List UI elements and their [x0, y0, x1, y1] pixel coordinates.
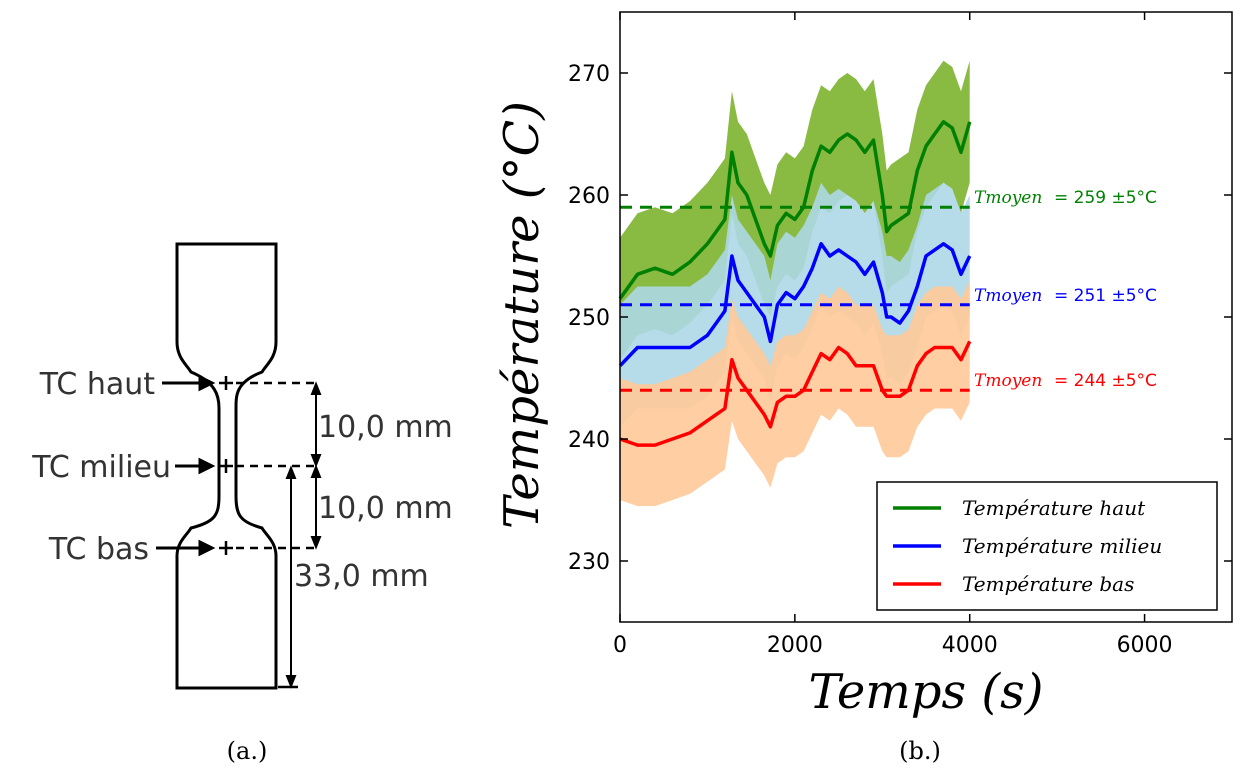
tc-bas-label: TC bas — [48, 532, 149, 567]
axis-ticks: 0 2000 4000 6000 230 240 250 260 270 — [568, 12, 1232, 658]
mean-label-prefix-0: Tmoyen — [974, 188, 1042, 208]
dimension-label-upper: 10,0 mm — [318, 410, 453, 445]
tc-milieu-label: TC milieu — [31, 450, 171, 485]
mean-label-prefix-2: Tmoyen — [974, 371, 1042, 391]
dimension-label-middle: 10,0 mm — [318, 491, 453, 526]
series-line-2 — [619, 340, 972, 447]
legend-label-0: Température haut — [962, 496, 1146, 520]
series-line-0 — [618, 120, 972, 300]
tc-haut-label: TC haut — [39, 367, 155, 402]
y-axis-label: Température (°C) — [494, 101, 550, 529]
caption-a: (a.) — [227, 737, 268, 765]
mean-label-value-1: = 251 ±5°C — [1054, 286, 1157, 306]
y-tick-label-4: 270 — [568, 62, 610, 87]
specimen-diagram: TC haut TC milieu TC bas 10,0 mm 10,0 mm… — [31, 242, 453, 765]
series-lines — [618, 120, 972, 447]
dimension-arrows — [278, 381, 322, 689]
x-tick-label-3: 6000 — [1117, 633, 1173, 658]
band-2 — [620, 280, 970, 507]
x-tick-label-1: 2000 — [767, 633, 823, 658]
y-tick-label-0: 230 — [568, 550, 610, 575]
legend: Température haut Température milieu Tempér… — [876, 481, 1218, 611]
measurement-crosses — [219, 376, 233, 555]
series-line-1 — [618, 242, 972, 368]
y-tick-label-2: 250 — [568, 306, 610, 331]
y-tick-label-3: 260 — [568, 184, 610, 209]
std-bands — [620, 60, 970, 507]
y-tick-label-1: 240 — [568, 428, 610, 453]
mean-label-value-0: = 259 ±5°C — [1054, 188, 1157, 208]
mean-label-value-2: = 244 ±5°C — [1054, 371, 1157, 391]
legend-label-2: Température bas — [962, 572, 1134, 596]
thermocouple-arrows — [156, 374, 216, 557]
dashed-lines — [236, 381, 320, 550]
mean-labels: Tmoyen = 259 ±5°C Tmoyen = 251 ±5°C Tmoyen… — [974, 188, 1157, 391]
x-tick-label-0: 0 — [613, 633, 627, 658]
svg-text:Température (°C): Température (°C) — [494, 101, 550, 529]
x-tick-label-2: 4000 — [942, 633, 998, 658]
x-axis-label: Temps (s) — [809, 664, 1044, 720]
caption-b: (b.) — [899, 737, 941, 765]
legend-label-1: Température milieu — [962, 534, 1162, 558]
mean-label-prefix-1: Tmoyen — [974, 286, 1042, 306]
dimension-label-total: 33,0 mm — [294, 559, 429, 594]
